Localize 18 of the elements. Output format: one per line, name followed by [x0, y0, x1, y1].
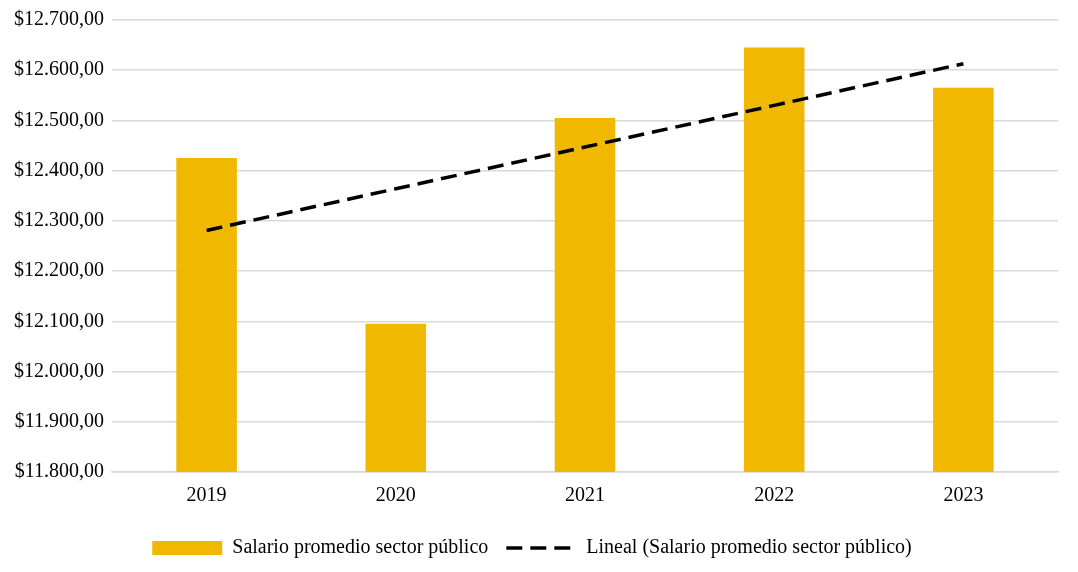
- y-tick-label: $12.000,00: [14, 358, 104, 381]
- y-tick-label: $11.900,00: [14, 409, 104, 432]
- y-tick-label: $12.100,00: [14, 308, 104, 331]
- x-tick-label: 2023: [943, 483, 984, 506]
- x-tick-label: 2021: [565, 483, 605, 506]
- legend-label: Lineal (Salario promedio sector público): [586, 535, 912, 559]
- y-tick-label: $12.300,00: [14, 208, 104, 231]
- x-tick-label: 2019: [186, 483, 227, 506]
- x-tick-label: 2022: [754, 483, 795, 506]
- legend-label: Salario promedio sector público: [232, 535, 489, 559]
- y-tick-label: $12.400,00: [14, 157, 104, 180]
- y-tick-label: $12.200,00: [14, 258, 104, 281]
- y-tick-label: $12.500,00: [14, 107, 104, 130]
- y-tick-label: $12.700,00: [14, 7, 104, 30]
- line-series: [204, 61, 966, 233]
- x-tick-label: 2020: [375, 483, 416, 506]
- y-tick-label: $12.600,00: [14, 57, 104, 80]
- y-tick-label: $11.800,00: [14, 459, 104, 482]
